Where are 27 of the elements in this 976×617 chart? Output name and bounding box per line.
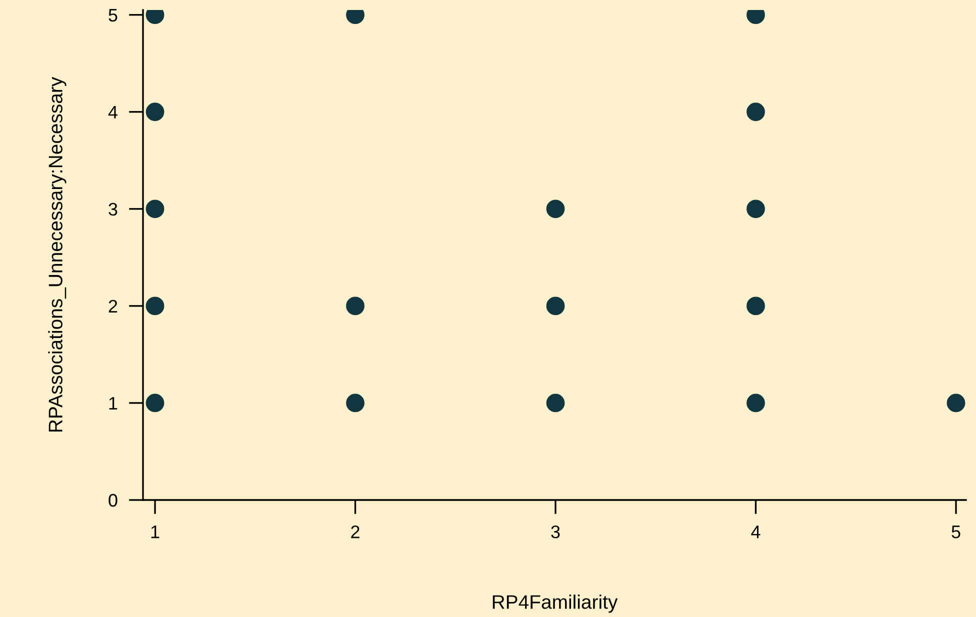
y-tick-label: 2	[108, 300, 118, 312]
x-tick-label: 2	[351, 525, 360, 538]
y-tick-label: 1	[109, 397, 118, 410]
x-tick-label: 4	[751, 526, 760, 538]
point	[146, 394, 164, 412]
x-axis-title: RP4Familiarity	[492, 594, 618, 613]
point	[746, 394, 765, 412]
point	[746, 296, 765, 316]
point	[546, 394, 565, 412]
y-tick-label: 0	[108, 494, 118, 507]
x-tick-label: 3	[551, 525, 560, 538]
y-axis-title: RPAssociations_Unnecessary:Necessary	[48, 76, 66, 432]
point	[746, 200, 765, 218]
point	[546, 296, 565, 316]
point	[946, 394, 966, 412]
y-tick-label: 3	[108, 202, 118, 216]
point	[546, 200, 565, 218]
x-tick-label: 5	[952, 526, 960, 538]
x-tick-label: 1	[151, 526, 160, 538]
point	[346, 296, 364, 316]
y-tick-label: 4	[108, 106, 118, 118]
point	[746, 102, 765, 122]
point	[146, 102, 164, 122]
point	[346, 394, 364, 412]
y-tick-label: 5	[108, 8, 118, 22]
point	[146, 200, 164, 218]
point	[146, 296, 164, 316]
